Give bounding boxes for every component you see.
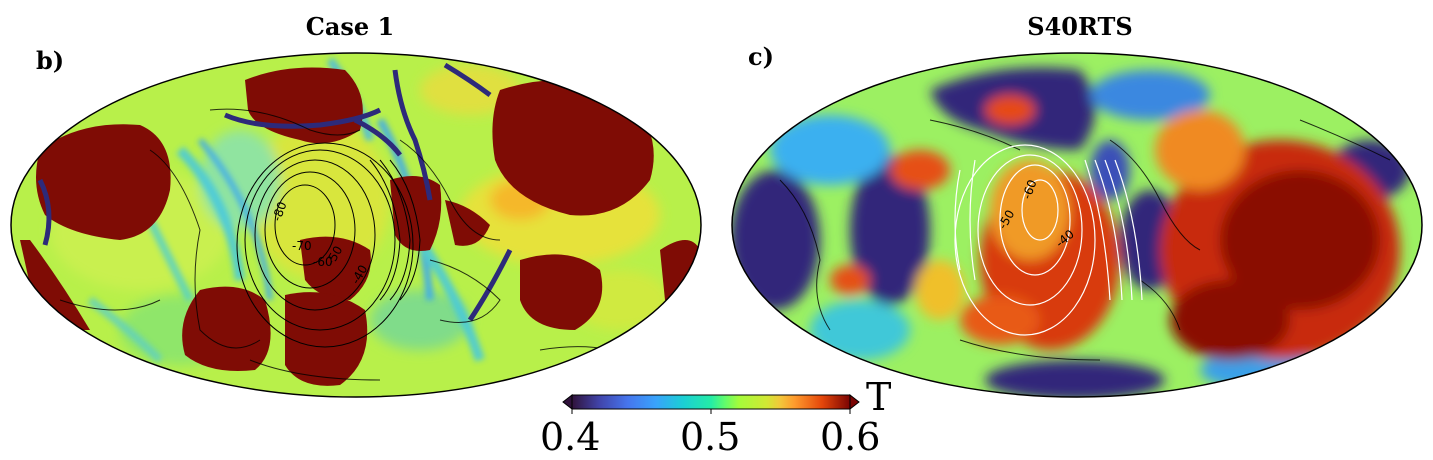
colorbar-tick-label: 0.5 [680, 415, 741, 459]
colorbar-max-arrow [849, 393, 860, 411]
colorbar-min-arrow [562, 393, 573, 411]
s40rts-map: -60 -50 -40 [731, 52, 1423, 398]
panel-b-title: Case 1 [305, 12, 395, 41]
case1-contour-label: -80 [270, 200, 290, 223]
panel-b-letter: b) [36, 46, 65, 75]
colorbar-unit-label: T [866, 375, 892, 419]
colorbar [562, 393, 860, 414]
colorbar-tick-label: 0.6 [820, 415, 881, 459]
case1-map: -80 -70 -60 -50 -40 [10, 52, 702, 398]
case1-contours [236, 142, 421, 348]
panel-c-title: S40RTS [1027, 12, 1133, 41]
colorbar-tick-label: 0.4 [540, 415, 601, 459]
case1-contour-label: -60 [313, 255, 333, 269]
s40rts-contours [954, 144, 1143, 336]
case1-contour-label: -70 [292, 239, 312, 253]
panel-c-letter: c) [748, 42, 774, 71]
s40rts-contour-label: -60 [1020, 178, 1040, 201]
